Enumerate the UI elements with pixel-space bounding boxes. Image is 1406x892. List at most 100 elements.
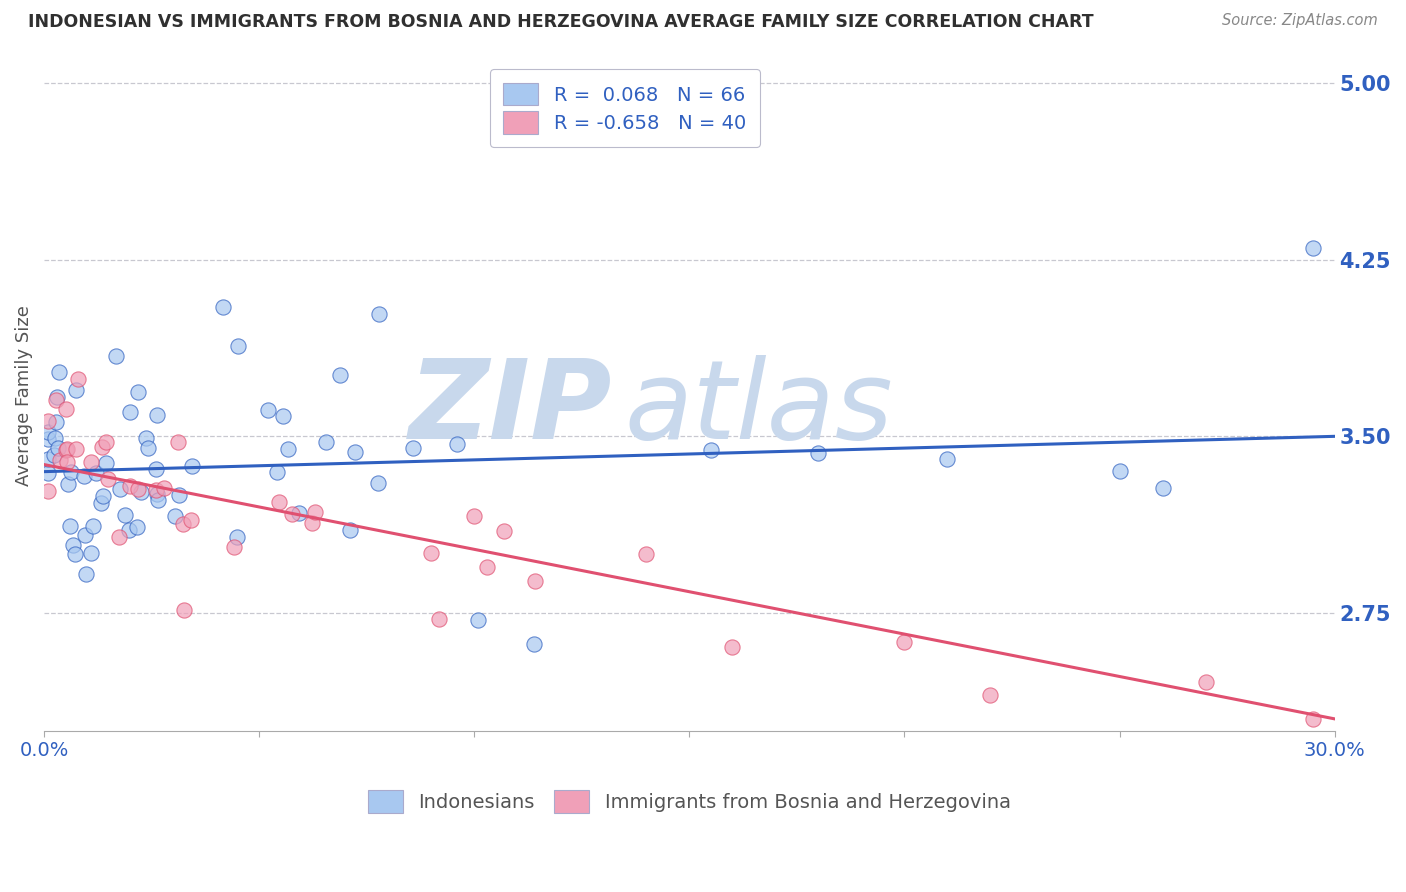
Point (165, 509, 187, 524)
Point (37, 432, 59, 446)
Point (120, 479, 142, 493)
Point (893, 634, 915, 648)
Point (368, 307, 391, 321)
Point (90, 441, 112, 455)
Point (108, 530, 131, 544)
Point (37, 451, 59, 466)
Point (56, 476, 79, 491)
Text: Source: ZipAtlas.com: Source: ZipAtlas.com (1222, 13, 1378, 29)
Point (120, 404, 142, 418)
Point (475, 560, 498, 574)
Point (127, 483, 149, 497)
Point (1302, 241, 1324, 255)
Point (225, 530, 247, 544)
Text: atlas: atlas (624, 355, 893, 462)
Point (62, 539, 84, 553)
Point (55, 402, 77, 417)
Point (96, 435, 118, 450)
Point (145, 483, 167, 497)
Point (97, 472, 120, 486)
Point (212, 300, 235, 314)
Point (37, 414, 59, 428)
Point (82, 519, 104, 533)
Point (181, 459, 204, 474)
Point (129, 485, 152, 500)
Point (329, 368, 352, 383)
Point (146, 487, 169, 501)
Point (146, 492, 169, 507)
Point (135, 431, 157, 445)
Point (494, 524, 516, 538)
Point (180, 512, 202, 526)
Point (46, 391, 69, 405)
Point (304, 505, 326, 519)
Point (45, 393, 67, 408)
Point (55, 442, 77, 457)
Y-axis label: Average Family Size: Average Family Size (15, 305, 32, 485)
Point (979, 689, 1001, 703)
Point (55, 442, 77, 457)
Point (315, 434, 337, 449)
Point (173, 603, 195, 617)
Point (49, 452, 72, 467)
Point (1152, 481, 1174, 495)
Point (401, 441, 423, 455)
Point (153, 481, 176, 495)
Point (287, 506, 309, 520)
Point (172, 516, 194, 531)
Point (523, 636, 546, 650)
Point (145, 461, 167, 475)
Point (167, 488, 190, 502)
Point (280, 508, 302, 522)
Point (166, 434, 188, 449)
Point (367, 476, 389, 491)
Legend: Indonesians, Immigrants from Bosnia and Herzegovina: Indonesians, Immigrants from Bosnia and … (359, 780, 1021, 822)
Point (277, 442, 299, 457)
Point (1108, 464, 1130, 478)
Point (463, 509, 485, 524)
Point (146, 409, 169, 423)
Point (96, 456, 118, 470)
Point (721, 640, 744, 654)
Point (700, 443, 723, 458)
Point (91, 489, 114, 503)
Point (63, 547, 86, 561)
Point (114, 508, 136, 523)
Point (256, 402, 278, 417)
Point (228, 339, 250, 353)
Point (339, 524, 361, 538)
Point (271, 409, 294, 424)
Point (37, 484, 59, 499)
Point (59, 518, 82, 533)
Point (73, 528, 96, 542)
Point (79, 546, 101, 560)
Point (127, 384, 149, 399)
Point (420, 547, 443, 561)
Point (118, 523, 141, 537)
Point (48, 365, 70, 379)
Point (37, 425, 59, 439)
Point (343, 445, 366, 459)
Point (46, 441, 69, 455)
Point (45, 415, 67, 429)
Point (1194, 674, 1216, 689)
Point (266, 465, 288, 479)
Point (1302, 712, 1324, 726)
Point (80, 455, 103, 469)
Point (67, 371, 90, 385)
Point (65, 442, 87, 457)
Point (90, 496, 112, 510)
Point (446, 437, 468, 451)
Point (222, 540, 245, 554)
Point (65, 383, 87, 397)
Point (59, 465, 82, 479)
Point (269, 495, 291, 509)
Point (467, 613, 489, 627)
Point (427, 612, 450, 626)
Point (936, 451, 959, 466)
Point (75, 567, 97, 582)
Text: INDONESIAN VS IMMIGRANTS FROM BOSNIA AND HERZEGOVINA AVERAGE FAMILY SIZE CORRELA: INDONESIAN VS IMMIGRANTS FROM BOSNIA AND… (28, 13, 1094, 31)
Point (524, 574, 547, 589)
Point (37, 466, 59, 480)
Point (108, 482, 131, 496)
